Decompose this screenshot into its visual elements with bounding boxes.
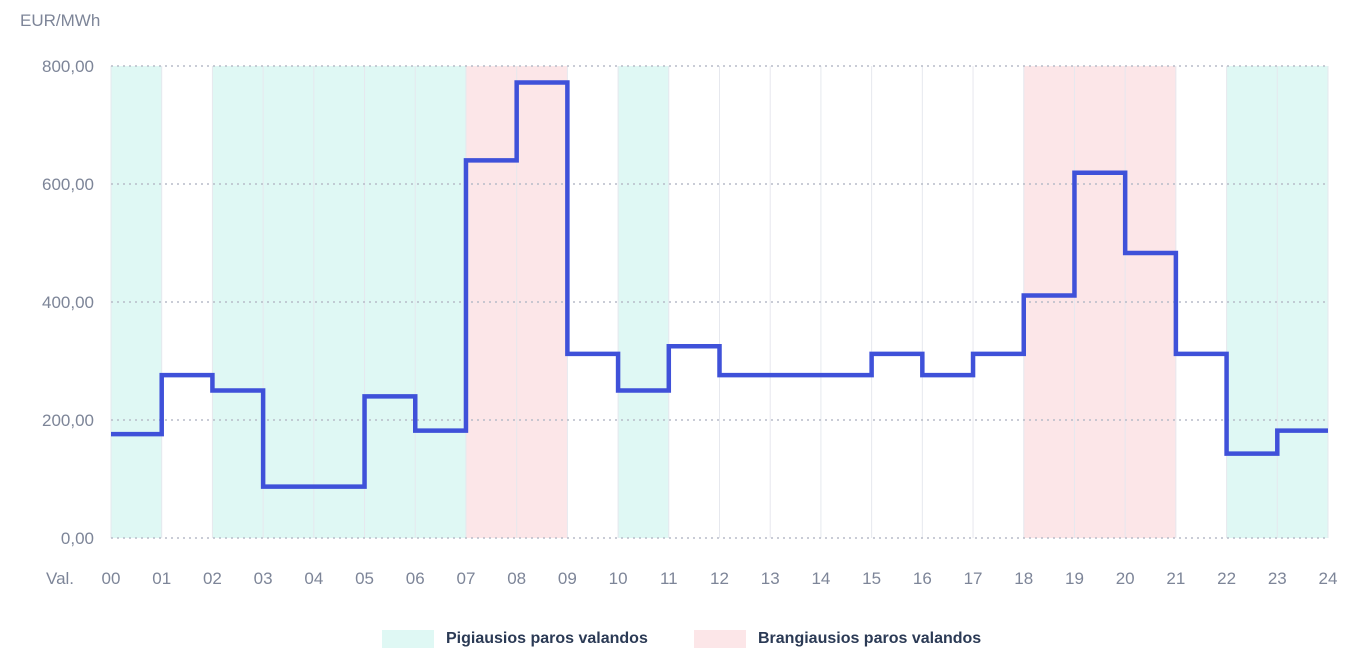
cheapest-swatch (382, 630, 434, 648)
cheap-band-10 (618, 66, 669, 538)
cheap-band-06 (415, 66, 466, 538)
x-tick-label: 09 (558, 569, 577, 588)
expensive-band-19 (1074, 66, 1126, 538)
highlight-bands (111, 66, 1328, 538)
x-tick-label: 07 (456, 569, 475, 588)
x-tick-label: 16 (913, 569, 932, 588)
price-series (111, 80, 1328, 489)
expensive-band-07 (465, 66, 517, 538)
y-axis-label: EUR/MWh (20, 11, 100, 30)
x-tick-label: 10 (609, 569, 628, 588)
y-tick-label: 800,00 (42, 57, 94, 76)
x-tick-label: 18 (1014, 569, 1033, 588)
cheap-band-05 (364, 66, 416, 538)
x-tick-label: 15 (862, 569, 881, 588)
legend: Pigiausios paros valandos Brangiausios p… (0, 630, 1368, 652)
x-tick-label: 00 (102, 569, 121, 588)
x-tick-label: 05 (355, 569, 374, 588)
expensive-swatch (694, 630, 746, 648)
x-axis-label: Val. (46, 569, 74, 588)
legend-label-expensive: Brangiausios paros valandos (758, 630, 982, 647)
x-tick-label: 02 (203, 569, 222, 588)
y-axis-ticks: 0,00 200,00 400,00 600,00 800,00 (42, 57, 94, 548)
expensive-band-08 (516, 66, 568, 538)
x-tick-label: 17 (964, 569, 983, 588)
x-tick-label: 03 (254, 569, 273, 588)
x-tick-label: 04 (304, 569, 323, 588)
x-tick-label: 22 (1217, 569, 1236, 588)
legend-label-cheapest: Pigiausios paros valandos (446, 630, 648, 647)
x-tick-label: 23 (1268, 569, 1287, 588)
x-tick-label: 01 (152, 569, 171, 588)
cheap-band-23 (1277, 66, 1328, 538)
x-tick-label: 13 (761, 569, 780, 588)
x-tick-label: 21 (1166, 569, 1185, 588)
x-tick-label: 11 (660, 569, 678, 588)
y-tick-label: 200,00 (42, 411, 94, 430)
x-tick-label: 19 (1065, 569, 1084, 588)
x-tick-label: 24 (1319, 569, 1338, 588)
x-tick-label: 06 (406, 569, 425, 588)
legend-item-cheapest: Pigiausios paros valandos (382, 630, 648, 648)
y-tick-label: 0,00 (61, 529, 94, 548)
cheap-band-03 (263, 66, 314, 538)
x-axis-ticks: 00 01 02 03 04 05 06 07 08 09 10 11 12 13 14 15 16 17 18 19… (102, 569, 1338, 588)
x-tick-label: 12 (710, 569, 729, 588)
y-tick-label: 400,00 (42, 293, 94, 312)
y-tick-label: 600,00 (42, 175, 94, 194)
x-tick-label: 20 (1116, 569, 1135, 588)
x-tick-label: 08 (507, 569, 526, 588)
price-step-line (111, 80, 1328, 489)
x-tick-label: 14 (811, 569, 830, 588)
legend-item-expensive: Brangiausios paros valandos (694, 630, 981, 648)
